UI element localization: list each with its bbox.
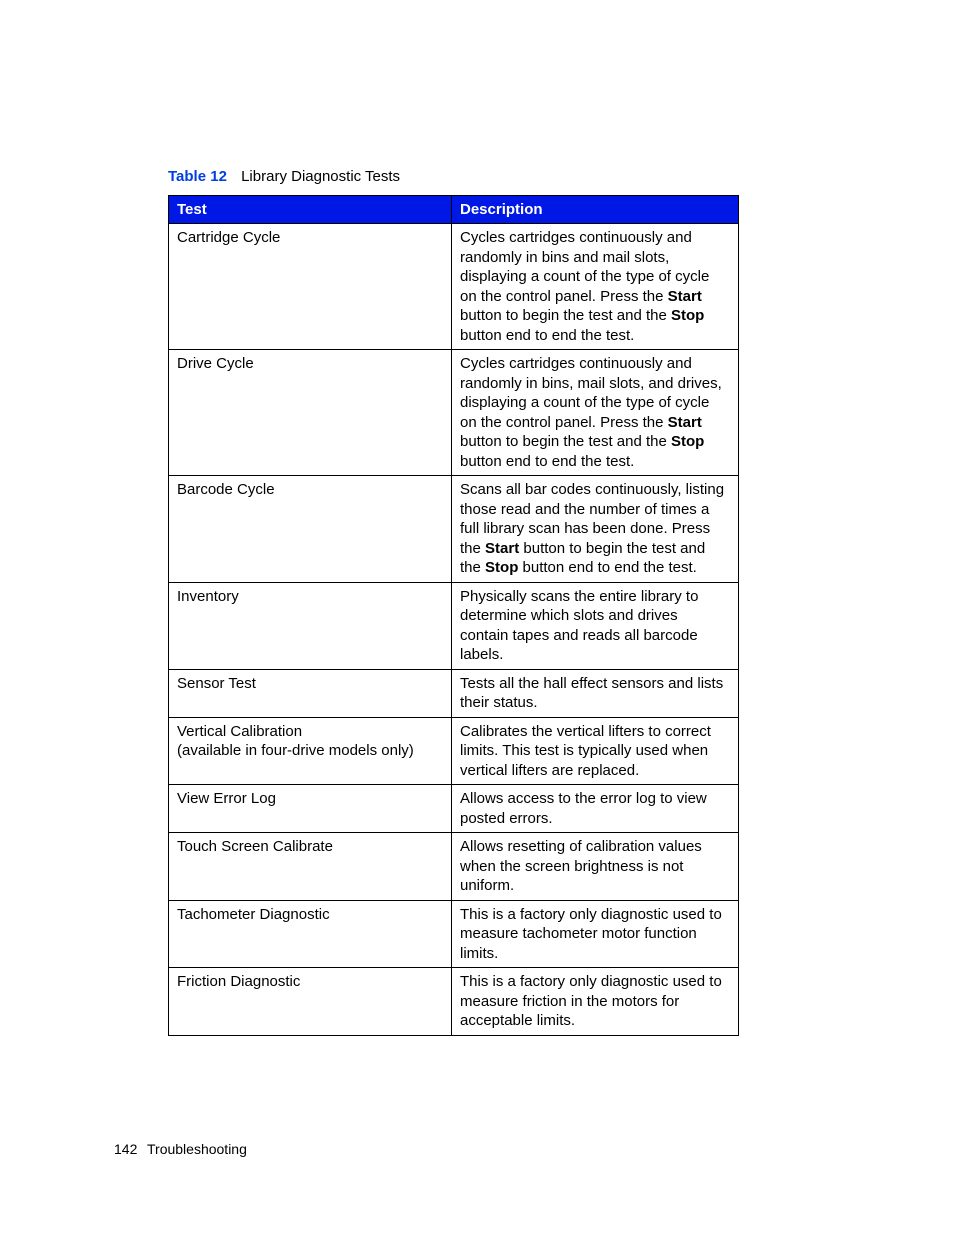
table-body: Cartridge CycleCycles cartridges continu… bbox=[169, 224, 739, 1036]
table-row: Touch Screen CalibrateAllows resetting o… bbox=[169, 833, 739, 901]
cell-description: Calibrates the vertical lifters to corre… bbox=[452, 717, 739, 785]
table-row: InventoryPhysically scans the entire lib… bbox=[169, 582, 739, 669]
table-caption: Table 12 Library Diagnostic Tests bbox=[168, 168, 738, 185]
cell-test: Friction Diagnostic bbox=[169, 968, 452, 1036]
table-row: Cartridge CycleCycles cartridges continu… bbox=[169, 224, 739, 350]
cell-test: Drive Cycle bbox=[169, 350, 452, 476]
cell-description: This is a factory only diagnostic used t… bbox=[452, 900, 739, 968]
table-container: Table 12 Library Diagnostic Tests Test D… bbox=[168, 168, 738, 1036]
document-page: Table 12 Library Diagnostic Tests Test D… bbox=[0, 0, 954, 1235]
table-row: Drive CycleCycles cartridges continuousl… bbox=[169, 350, 739, 476]
cell-test: Cartridge Cycle bbox=[169, 224, 452, 350]
cell-test: Sensor Test bbox=[169, 669, 452, 717]
table-row: Vertical Calibration(available in four-d… bbox=[169, 717, 739, 785]
cell-description: Tests all the hall effect sensors and li… bbox=[452, 669, 739, 717]
cell-description: Allows resetting of calibration values w… bbox=[452, 833, 739, 901]
cell-description: Cycles cartridges continuously and rando… bbox=[452, 224, 739, 350]
cell-description: Scans all bar codes continuously, listin… bbox=[452, 476, 739, 583]
table-number: Table 12 bbox=[168, 168, 227, 185]
cell-test: Tachometer Diagnostic bbox=[169, 900, 452, 968]
diagnostic-tests-table: Test Description Cartridge CycleCycles c… bbox=[168, 195, 739, 1036]
table-row: Friction DiagnosticThis is a factory onl… bbox=[169, 968, 739, 1036]
table-row: Barcode CycleScans all bar codes continu… bbox=[169, 476, 739, 583]
cell-test: Vertical Calibration(available in four-d… bbox=[169, 717, 452, 785]
page-number: 142 bbox=[114, 1141, 137, 1157]
cell-description: Cycles cartridges continuously and rando… bbox=[452, 350, 739, 476]
cell-test: Touch Screen Calibrate bbox=[169, 833, 452, 901]
section-title: Troubleshooting bbox=[147, 1141, 247, 1157]
cell-test: Barcode Cycle bbox=[169, 476, 452, 583]
cell-description: This is a factory only diagnostic used t… bbox=[452, 968, 739, 1036]
table-title: Library Diagnostic Tests bbox=[241, 168, 400, 185]
cell-test: Inventory bbox=[169, 582, 452, 669]
table-row: Sensor TestTests all the hall effect sen… bbox=[169, 669, 739, 717]
page-footer: 142 Troubleshooting bbox=[114, 1141, 247, 1157]
cell-test: View Error Log bbox=[169, 785, 452, 833]
table-row: View Error LogAllows access to the error… bbox=[169, 785, 739, 833]
col-header-test: Test bbox=[169, 196, 452, 224]
table-row: Tachometer DiagnosticThis is a factory o… bbox=[169, 900, 739, 968]
table-header-row: Test Description bbox=[169, 196, 739, 224]
cell-description: Physically scans the entire library to d… bbox=[452, 582, 739, 669]
col-header-description: Description bbox=[452, 196, 739, 224]
cell-description: Allows access to the error log to view p… bbox=[452, 785, 739, 833]
